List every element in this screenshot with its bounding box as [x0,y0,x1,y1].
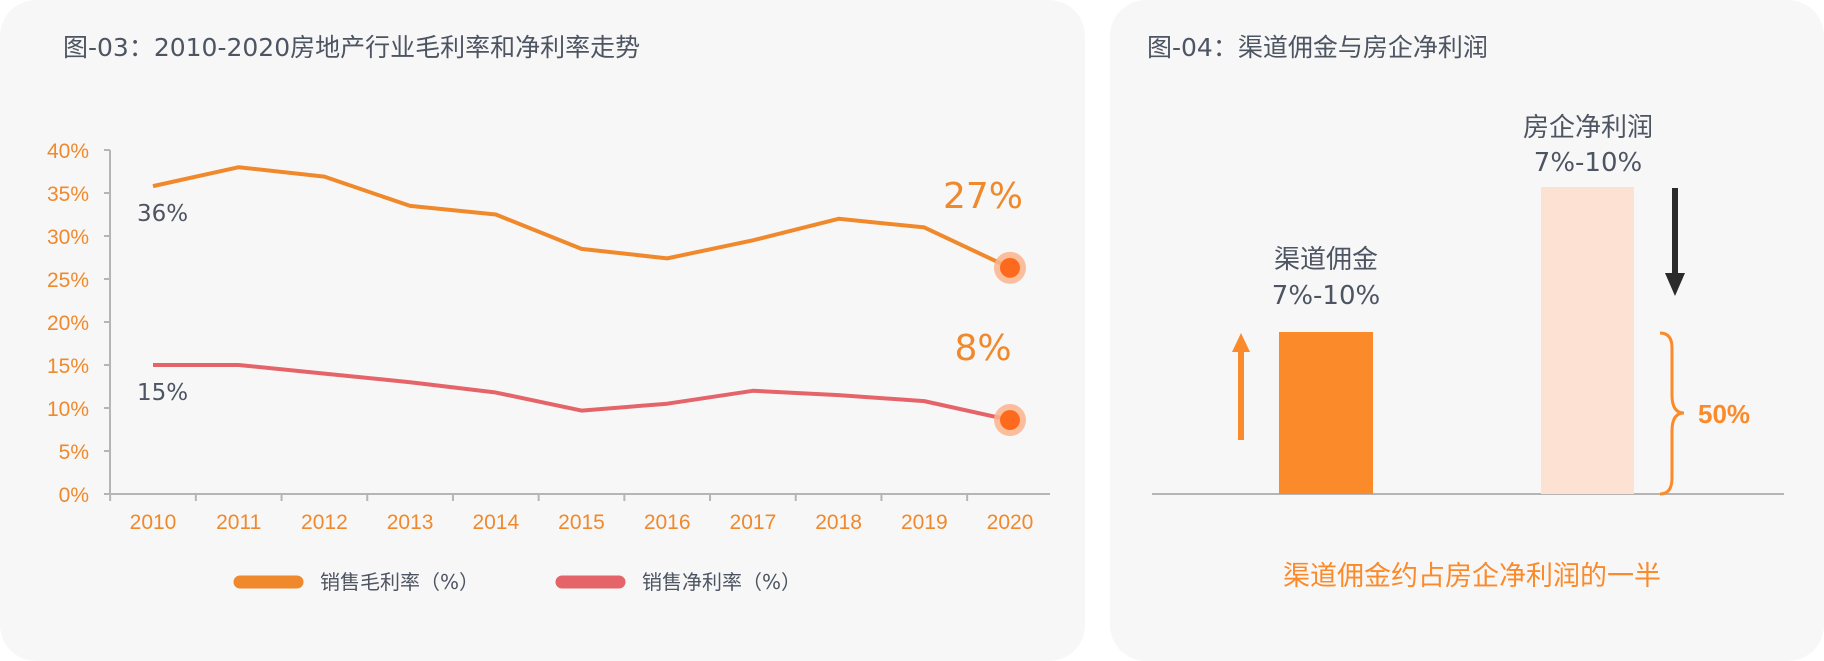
y-tick-label: 20% [47,312,89,335]
end-data-label: 8% [954,328,1011,369]
x-tick-label: 2019 [901,511,948,534]
start-data-label: 15% [137,380,188,406]
y-tick-label: 0% [59,484,89,507]
commission-label: 渠道佣金 [1274,245,1378,275]
x-tick-label: 2020 [987,511,1034,534]
x-tick-label: 2011 [216,511,261,534]
x-tick-label: 2010 [130,511,177,534]
left-panel: 图-03：2010-2020房地产行业毛利率和净利率走势 [63,33,641,62]
y-tick-label: 10% [47,398,89,421]
x-tick-label: 2017 [730,511,777,534]
legend-label: 销售净利率（%） [642,570,801,594]
y-tick-label: 35% [47,183,89,206]
x-tick-label: 2014 [472,511,519,534]
net-profit-label: 房企净利润 [1523,113,1653,143]
down-arrow-icon [1665,188,1685,296]
legend-label: 销售毛利率（%） [320,570,479,594]
line-chart: 0% 5% 10% 15% 20% 25% 30% 35% 40% 2010 2011 2012 201… [47,140,1050,594]
end-data-label: 27% [943,176,1023,217]
y-tick-label: 30% [47,226,89,249]
right-panel: 图-04：渠道佣金与房企净利润 [1110,0,1824,661]
y-tick-label: 25% [47,269,89,292]
brace-icon [1659,331,1685,496]
endpoint-marker [1000,257,1020,278]
x-tick-label: 2013 [387,511,434,534]
x-tick-label: 2012 [301,511,348,534]
commission-range: 7%-10% [1272,281,1380,311]
x-tick-label: 2016 [644,511,691,534]
y-tick-label: 40% [47,140,89,163]
diagram-title: 图-04：渠道佣金与房企净利润 [1147,33,1488,62]
diagram-caption: 渠道佣金约占房企净利润的一半 [1283,561,1661,592]
y-tick-label: 15% [47,355,89,378]
up-arrow-icon [1232,333,1250,440]
brace-label: 50% [1698,399,1750,429]
start-data-label: 36% [137,201,188,227]
endpoint-marker [1000,410,1020,431]
chart-title: 图-03：2010-2020房地产行业毛利率和净利率走势 [63,33,641,62]
commission-bar [1279,332,1373,494]
net-profit-bar [1541,187,1634,494]
y-tick-label: 5% [59,441,89,464]
net-profit-range: 7%-10% [1534,148,1642,178]
x-tick-label: 2018 [815,511,862,534]
x-tick-label: 2015 [558,511,605,534]
